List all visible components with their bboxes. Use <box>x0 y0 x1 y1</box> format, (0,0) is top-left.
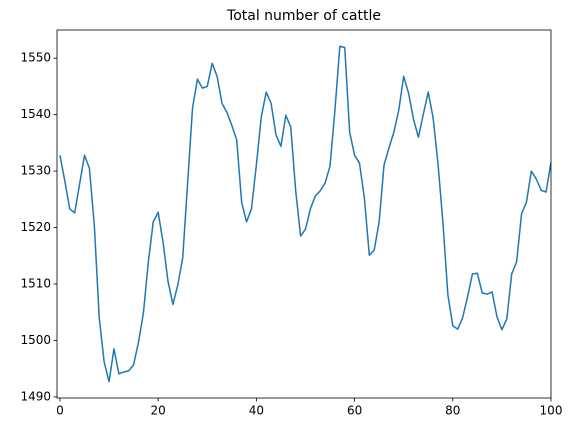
x-tick-label: 0 <box>56 404 64 418</box>
x-tick-label: 40 <box>249 404 264 418</box>
y-tick-label: 1540 <box>20 107 51 121</box>
y-tick-label: 1550 <box>20 51 51 65</box>
plot-frame <box>56 29 552 399</box>
y-tick-label: 1530 <box>20 164 51 178</box>
x-tick-label: 80 <box>445 404 460 418</box>
y-tick-label: 1500 <box>20 333 51 347</box>
y-tick-label: 1490 <box>20 389 51 403</box>
chart-title: Total number of cattle <box>226 8 381 24</box>
y-tick-label: 1520 <box>20 220 51 234</box>
data-line <box>59 45 551 383</box>
x-tick-label: 100 <box>540 404 563 418</box>
x-tick-label: 60 <box>347 404 362 418</box>
y-tick-label: 1510 <box>20 276 51 290</box>
x-tick-label: 20 <box>151 404 166 418</box>
